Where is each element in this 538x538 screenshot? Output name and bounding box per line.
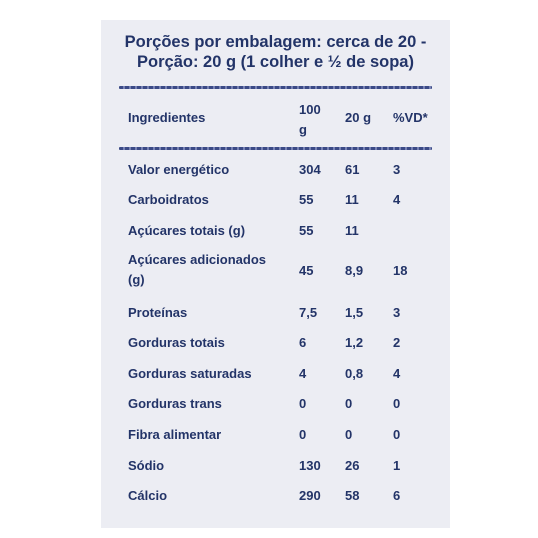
value-per-100g: 45 (299, 263, 314, 278)
value-per-20g: 61 (345, 162, 360, 177)
value-daily-percent: 4 (393, 366, 401, 381)
nutrient-name: Sódio (128, 458, 165, 473)
value-per-100g: 130 (299, 458, 321, 473)
value-per-100g: 55 (299, 223, 314, 238)
nutrient-name: Gorduras totais (128, 335, 225, 350)
column-header-ingredients: Ingredientes (128, 110, 206, 125)
column-header-daily-value: %VD* (393, 110, 428, 125)
value-per-20g: 1,5 (345, 305, 364, 320)
column-header-per-100g: 100 g (299, 100, 321, 140)
value-per-100g: 0 (299, 427, 307, 442)
value-per-100g: 304 (299, 162, 321, 177)
nutrient-name-line: (g) (128, 272, 145, 287)
nutrient-name: Fibra alimentar (128, 427, 222, 442)
value-daily-percent: 0 (393, 396, 401, 411)
nutrient-name: Açúcares adicionados (g) (128, 250, 278, 290)
value-daily-percent: 2 (393, 335, 401, 350)
nutrient-name: Gorduras trans (128, 396, 222, 411)
value-per-20g: 0 (345, 396, 353, 411)
value-daily-percent: 0 (393, 427, 401, 442)
nutrient-name: Carboidratos (128, 192, 209, 207)
value-per-20g: 0,8 (345, 366, 364, 381)
value-per-20g: 26 (345, 458, 360, 473)
header-divider (119, 86, 432, 89)
value-per-100g: 290 (299, 488, 321, 503)
value-per-20g: 1,2 (345, 335, 364, 350)
serving-size: Porção: 20 g (1 colher e ½ de sopa) (137, 53, 414, 71)
value-per-100g: 7,5 (299, 305, 318, 320)
value-per-20g: 11 (345, 192, 359, 207)
nutrition-table-panel: Porções por embalagem: cerca de 20 - Por… (101, 20, 450, 528)
value-per-20g: 58 (345, 488, 360, 503)
nutrient-name-line: Açúcares adicionados (128, 252, 266, 267)
column-header-per-100g-value: 100 (299, 102, 321, 117)
nutrient-name: Açúcares totais (g) (128, 223, 246, 238)
value-daily-percent: 4 (393, 192, 401, 207)
value-per-100g: 55 (299, 192, 314, 207)
value-daily-percent: 1 (393, 458, 401, 473)
serving-header: Porções por embalagem: cerca de 20 - Por… (101, 32, 450, 72)
servings-per-package: Porções por embalagem: cerca de 20 - (124, 33, 427, 51)
column-header-per-20g: 20 g (345, 110, 372, 125)
value-daily-percent: 3 (393, 162, 401, 177)
value-per-20g: 0 (345, 427, 353, 442)
nutrient-name: Valor energético (128, 162, 230, 177)
value-per-100g: 4 (299, 366, 307, 381)
value-daily-percent: 6 (393, 488, 401, 503)
nutrient-name: Proteínas (128, 305, 188, 320)
value-per-100g: 0 (299, 396, 307, 411)
column-header-per-100g-unit: g (299, 122, 307, 137)
value-daily-percent: 18 (393, 263, 408, 278)
value-per-100g: 6 (299, 335, 307, 350)
nutrient-name: Cálcio (128, 488, 168, 503)
value-per-20g: 8,9 (345, 263, 364, 278)
nutrient-name: Gorduras saturadas (128, 366, 252, 381)
column-header-divider (119, 147, 432, 150)
value-per-20g: 11 (345, 223, 359, 238)
value-daily-percent: 3 (393, 305, 401, 320)
